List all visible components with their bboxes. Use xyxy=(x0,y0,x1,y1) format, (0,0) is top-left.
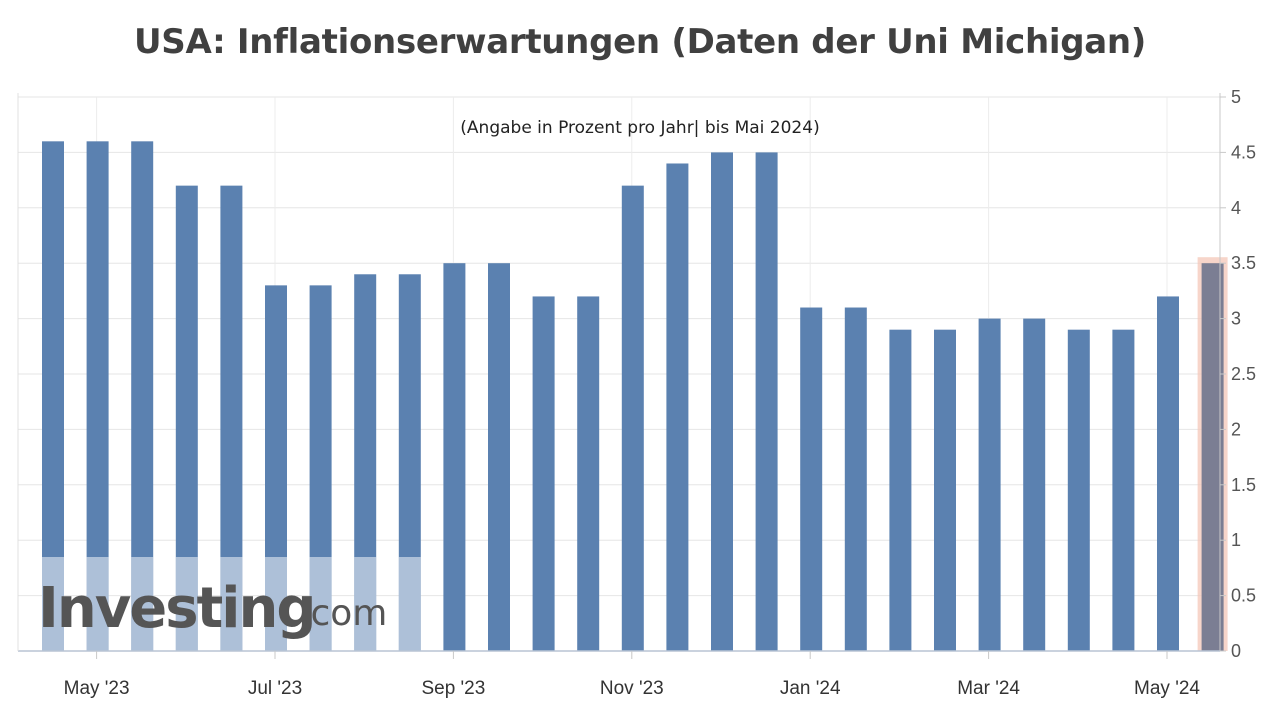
bar xyxy=(577,296,600,651)
chart-title: USA: Inflationserwartungen (Daten der Un… xyxy=(133,22,1147,62)
y-axis-ticks: 0 0.5 1 1.5 2 2.5 3 3.5 4 4.5 5 xyxy=(1220,87,1256,661)
watermark-suffix: .com xyxy=(299,593,387,634)
watermark-fade-segment xyxy=(309,557,332,651)
x-tick-label: Mar '24 xyxy=(957,678,1020,699)
bar xyxy=(1023,318,1046,651)
bar xyxy=(889,329,912,651)
bar xyxy=(86,141,109,651)
bar xyxy=(354,274,377,651)
watermark-fade-segment xyxy=(265,557,287,651)
axes xyxy=(17,93,1221,652)
bar xyxy=(621,185,644,651)
bar xyxy=(711,152,733,651)
watermark-fade-segment xyxy=(131,557,154,651)
x-tick-label: Nov '23 xyxy=(600,678,664,699)
chart-subtitle: (Angabe in Prozent pro Jahr| bis Mai 202… xyxy=(460,118,819,138)
bar xyxy=(131,141,154,651)
watermark-brand: Investing xyxy=(38,576,314,641)
watermark-fade-segment xyxy=(220,557,243,651)
bar xyxy=(488,263,510,651)
bar xyxy=(398,274,421,651)
bar xyxy=(532,296,555,651)
x-tick-label: Sep '23 xyxy=(421,678,485,699)
bar xyxy=(42,141,64,651)
bar xyxy=(220,185,243,651)
bar xyxy=(1112,329,1135,651)
x-tick-label: May '24 xyxy=(1134,678,1200,699)
bar xyxy=(755,152,778,651)
watermark-fade xyxy=(42,557,421,651)
y-tick-label: 2.5 xyxy=(1231,364,1256,384)
y-tick-label: 4 xyxy=(1231,198,1241,218)
watermark-fade-segment xyxy=(398,557,421,651)
bar xyxy=(934,329,956,651)
watermark-fade-segment xyxy=(175,557,198,651)
bar xyxy=(443,263,466,651)
bar xyxy=(978,318,1001,651)
bars xyxy=(42,141,1228,652)
watermark-fade-segment xyxy=(354,557,377,651)
y-tick-label: 0 xyxy=(1231,641,1241,661)
x-tick-label: Jul '23 xyxy=(248,678,302,699)
investing-logo-watermark: Investing .com xyxy=(38,576,387,641)
y-tick-label: 1.5 xyxy=(1231,475,1256,495)
y-tick-label: 3 xyxy=(1231,309,1241,329)
y-tick-label: 4.5 xyxy=(1231,142,1256,162)
y-tick-label: 5 xyxy=(1231,87,1241,107)
bar xyxy=(800,307,823,651)
watermark-fade-segment xyxy=(86,557,109,651)
y-tick-label: 0.5 xyxy=(1231,586,1256,606)
bar xyxy=(666,163,689,652)
bar xyxy=(175,185,198,651)
bar xyxy=(1157,296,1179,651)
bar xyxy=(844,307,867,651)
y-tick-label: 2 xyxy=(1231,419,1241,439)
y-tick-label: 3.5 xyxy=(1231,253,1256,273)
bar xyxy=(1201,263,1224,651)
y-tick-label: 1 xyxy=(1231,530,1241,550)
x-axis-ticks: May '23 Jul '23 Sep '23 Nov '23 Jan '24 Mar '… xyxy=(64,651,1200,699)
watermark-fade-segment xyxy=(42,557,64,651)
x-tick-label: May '23 xyxy=(64,678,130,699)
x-tick-label: Jan '24 xyxy=(780,678,841,699)
bar xyxy=(1067,329,1090,651)
